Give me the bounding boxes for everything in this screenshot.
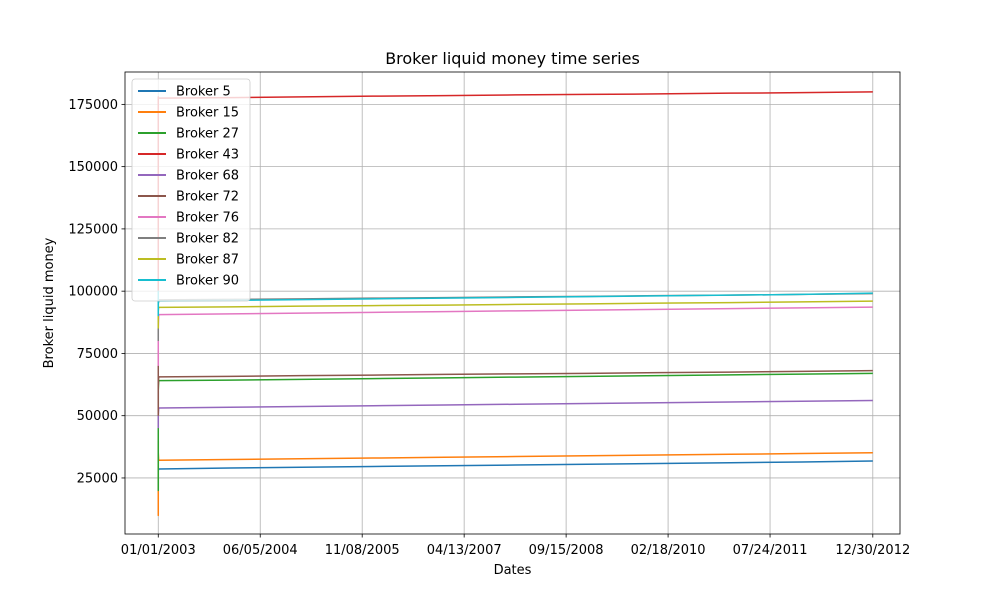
- y-axis-label: Broker liquid money: [42, 237, 57, 368]
- y-tick-label: 50000: [77, 409, 118, 424]
- legend-label: Broker 43: [176, 148, 239, 163]
- legend-label: Broker 72: [176, 190, 239, 205]
- y-tick-label: 100000: [68, 285, 118, 300]
- series-line: [157, 290, 873, 317]
- legend: Broker 5 Broker 15 Broker 27 Broker 43 Broke…: [131, 78, 251, 302]
- legend-label: Broker 68: [176, 169, 239, 184]
- x-tick-label: 12/30/2012: [835, 543, 910, 558]
- legend-label: Broker 87: [176, 253, 239, 268]
- legend-label: Broker 90: [176, 274, 239, 289]
- legend-label: Broker 5: [176, 85, 231, 100]
- y-tick-label: 25000: [77, 471, 118, 486]
- legend-label: Broker 76: [176, 211, 239, 226]
- x-tick-label: 06/05/2004: [223, 543, 298, 558]
- x-axis: 01/01/2003 06/05/2004 11/08/2005 04/13/2007…: [121, 534, 910, 558]
- legend-frame: [131, 78, 251, 302]
- y-axis: 25000 50000 75000 100000 125000 150000 175000: [68, 98, 125, 486]
- y-tick-label: 125000: [68, 222, 118, 237]
- series-line: [157, 350, 873, 416]
- chart-title: Broker liquid money time series: [385, 49, 640, 68]
- legend-label: Broker 82: [176, 232, 239, 247]
- series-lines: [157, 91, 873, 517]
- x-tick-label: 04/13/2007: [427, 543, 502, 558]
- legend-label: Broker 15: [176, 106, 239, 121]
- x-axis-label: Dates: [494, 563, 532, 578]
- y-tick-label: 150000: [68, 160, 118, 175]
- grid: [125, 72, 900, 534]
- x-tick-label: 09/15/2008: [529, 543, 604, 558]
- y-tick-label: 175000: [68, 98, 118, 113]
- y-tick-label: 75000: [77, 347, 118, 362]
- legend-label: Broker 27: [176, 127, 239, 142]
- plot-frame: [124, 71, 901, 535]
- x-tick-label: 01/01/2003: [121, 543, 196, 558]
- x-tick-label: 02/18/2010: [631, 543, 706, 558]
- x-tick-label: 11/08/2005: [325, 543, 400, 558]
- x-tick-label: 07/24/2011: [733, 543, 808, 558]
